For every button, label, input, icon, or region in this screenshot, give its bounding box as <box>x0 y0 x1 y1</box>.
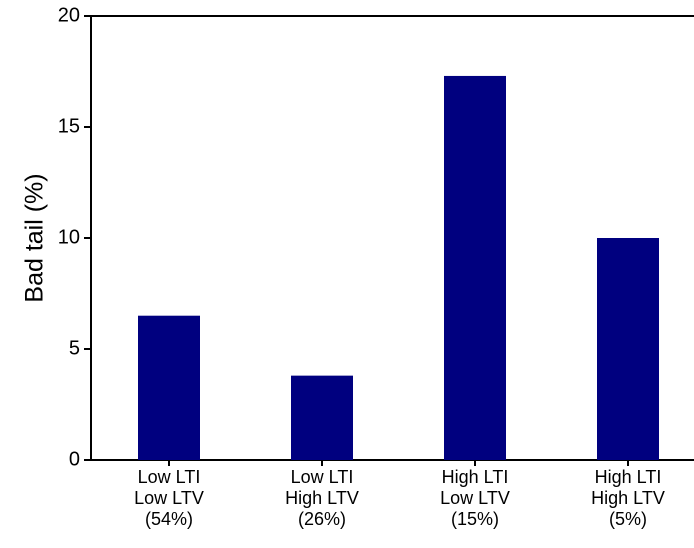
bar <box>444 75 506 460</box>
y-tick-label: 0 <box>69 448 80 470</box>
x-tick-label: High LTI High LTV (5%) <box>591 467 665 529</box>
bar <box>291 375 353 460</box>
y-tick-label: 20 <box>58 4 80 26</box>
bar <box>597 238 659 460</box>
y-tick-label: 5 <box>69 337 80 359</box>
y-tick-label: 15 <box>58 115 80 137</box>
bar <box>138 315 200 460</box>
x-tick-label: Low LTI High LTV (26%) <box>285 467 359 529</box>
y-tick-label: 10 <box>58 226 80 248</box>
x-tick-label: Low LTI Low LTV (54%) <box>134 467 204 529</box>
x-tick-label: High LTI Low LTV (15%) <box>440 467 510 529</box>
y-axis-label: Bad tail (%) <box>21 173 49 302</box>
